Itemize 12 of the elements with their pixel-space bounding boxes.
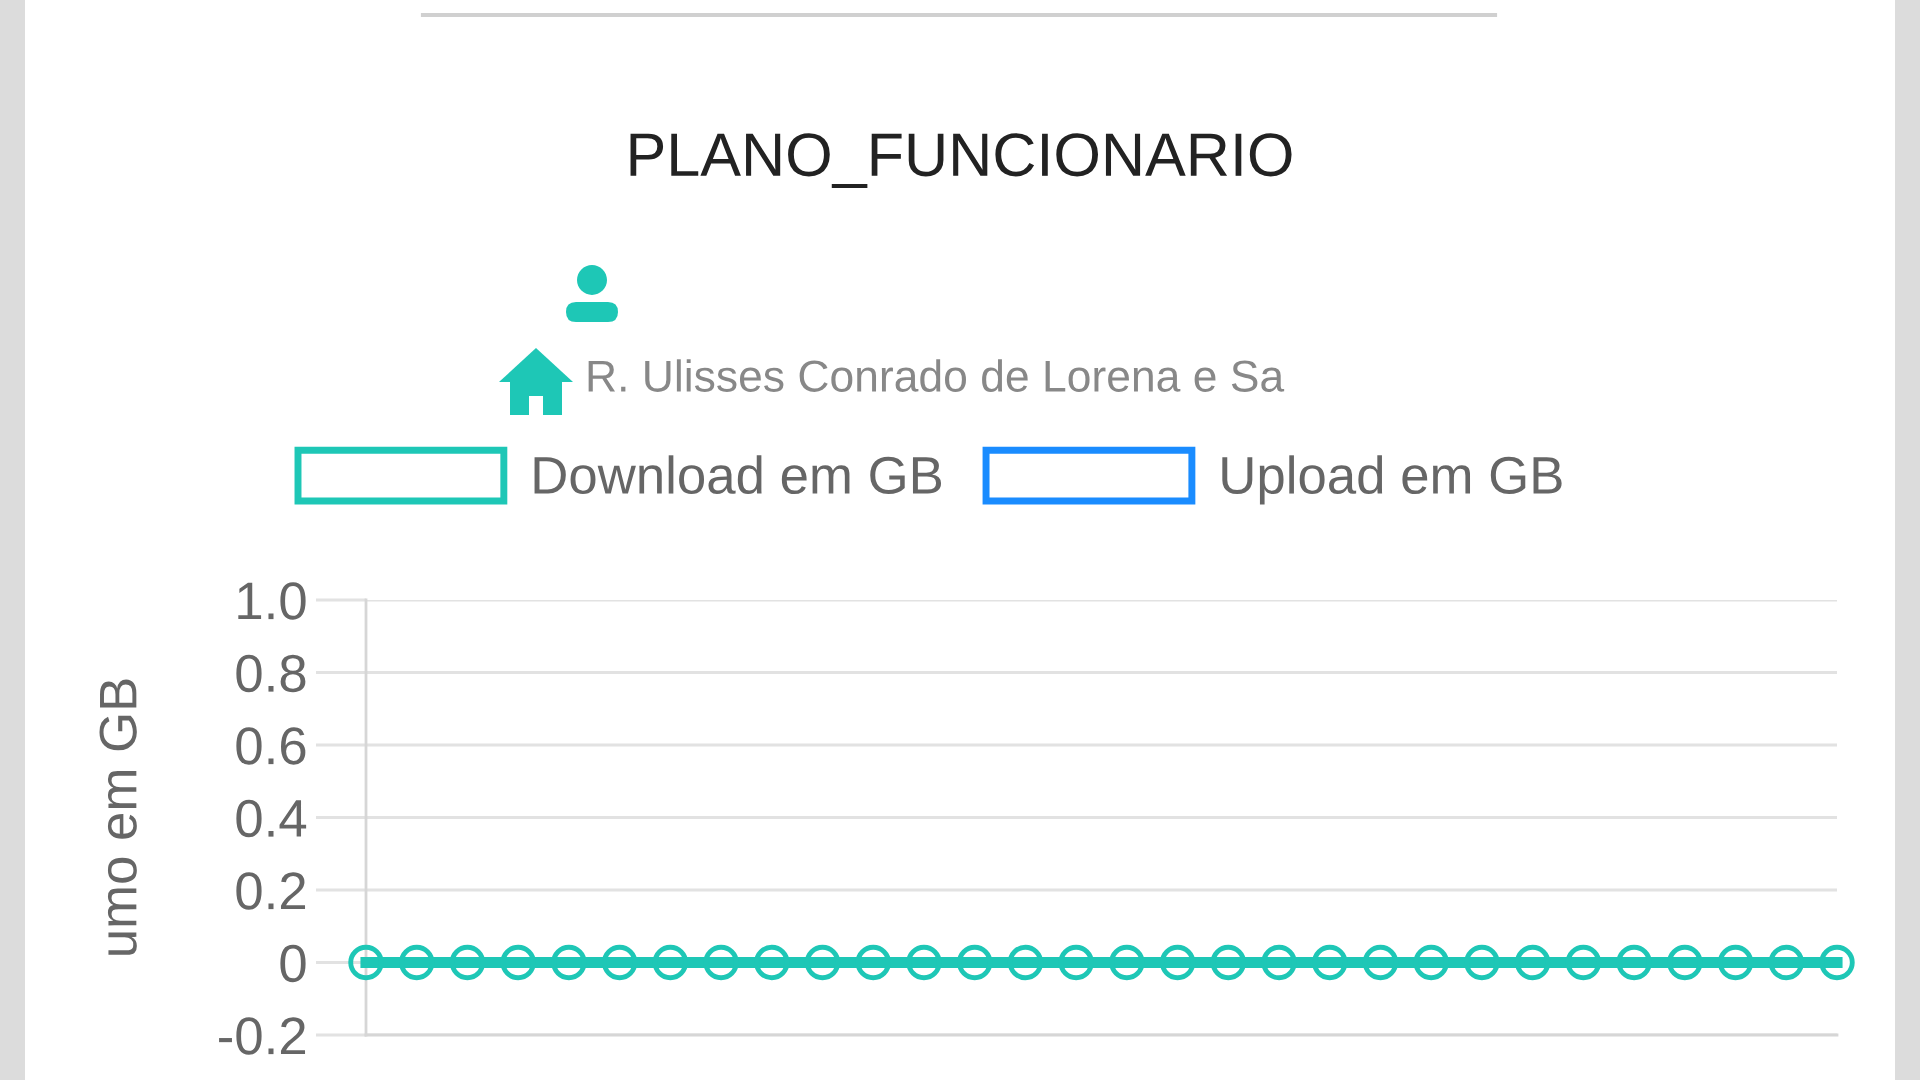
y-axis-title: umo em GB (99, 679, 137, 955)
y-tick-label: 0 (280, 944, 306, 983)
y-tick-label: 0.2 (236, 872, 306, 910)
legend-label: Upload em GB (1222, 455, 1562, 505)
y-tick-label: 0.8 (236, 654, 306, 693)
y-tick-label: -0.2 (219, 1017, 306, 1055)
y-tick-label: 0.6 (236, 727, 306, 765)
y-tick-label: 0.4 (236, 799, 307, 838)
y-tick-label: 1.0 (238, 582, 306, 620)
legend-label: Download em GB (534, 455, 942, 495)
chart-title: PLANO_FUNCIONARIO (630, 133, 1292, 188)
chart-subtitle: R. Ulisses Conrado de Lorena e Sa (588, 359, 1285, 392)
